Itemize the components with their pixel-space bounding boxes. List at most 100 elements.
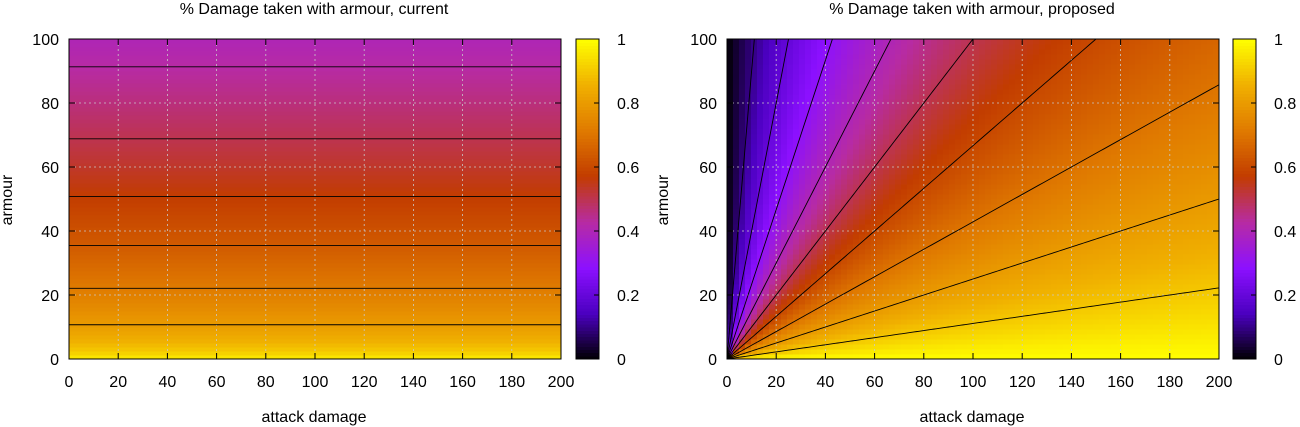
heatmap-cell xyxy=(835,324,842,330)
heatmap-cell xyxy=(1129,119,1136,125)
heatmap-cell xyxy=(1087,349,1094,355)
heatmap-cell xyxy=(991,49,998,55)
heatmap-cell xyxy=(763,199,770,205)
heatmap-cell xyxy=(961,304,968,310)
heatmap-cell xyxy=(1147,209,1154,215)
heatmap-cell xyxy=(1009,329,1016,335)
heatmap-cell xyxy=(769,189,776,195)
heatmap-cell xyxy=(733,74,740,80)
heatmap-cell xyxy=(1087,239,1094,245)
heatmap-cell xyxy=(805,339,812,345)
heatmap-cell xyxy=(1111,319,1118,325)
heatmap-cell xyxy=(811,259,818,265)
heatmap-cell xyxy=(931,164,938,170)
heatmap-cell xyxy=(1027,329,1034,335)
heatmap-cell xyxy=(1123,309,1130,315)
heatmap-cell xyxy=(907,269,914,275)
heatmap-cell xyxy=(925,319,932,325)
heatmap-cell xyxy=(889,294,896,300)
heatmap-cell xyxy=(1105,209,1112,215)
heatmap-cell xyxy=(1111,89,1118,95)
heatmap-cell xyxy=(973,89,980,95)
heatmap-cell xyxy=(985,349,992,355)
heatmap-cell xyxy=(805,59,812,65)
heatmap-cell xyxy=(1093,324,1100,330)
heatmap-cell xyxy=(895,269,902,275)
heatmap-cell xyxy=(895,59,902,65)
heatmap-cell xyxy=(739,324,746,330)
heatmap-cell xyxy=(973,169,980,175)
heatmap-cell xyxy=(985,149,992,155)
heatmap-cell xyxy=(985,59,992,65)
heatmap-cell xyxy=(1117,259,1124,265)
heatmap-cell xyxy=(931,114,938,120)
heatmap-cell xyxy=(1033,289,1040,295)
heatmap-cell xyxy=(1015,149,1022,155)
heatmap-cell xyxy=(835,79,842,85)
heatmap-cell xyxy=(847,79,854,85)
heatmap-cell xyxy=(769,304,776,310)
heatmap-cell xyxy=(787,234,794,240)
heatmap-cell xyxy=(1159,264,1166,270)
heatmap-cell xyxy=(763,269,770,275)
heatmap-cell xyxy=(1051,299,1058,305)
heatmap-cell xyxy=(1135,204,1142,210)
heatmap-cell xyxy=(973,129,980,135)
heatmap-cell xyxy=(1045,324,1052,330)
heatmap-cell xyxy=(865,324,872,330)
heatmap-cell xyxy=(1093,209,1100,215)
heatmap-cell xyxy=(1057,244,1064,250)
heatmap-cell xyxy=(739,194,746,200)
heatmap-cell xyxy=(1015,54,1022,60)
heatmap-cell xyxy=(793,339,800,345)
heatmap-cell xyxy=(961,39,968,45)
heatmap-cell xyxy=(1015,264,1022,270)
heatmap-cell xyxy=(1039,299,1046,305)
heatmap-cell xyxy=(1153,309,1160,315)
heatmap-cell xyxy=(853,154,860,160)
heatmap-cell xyxy=(1009,59,1016,65)
heatmap-cell xyxy=(1105,139,1112,145)
heatmap-cell xyxy=(1159,169,1166,175)
heatmap-cell xyxy=(69,155,561,160)
heatmap-cell xyxy=(1039,184,1046,190)
heatmap-cell xyxy=(865,174,872,180)
heatmap-cell xyxy=(841,289,848,295)
heatmap-cell xyxy=(1147,169,1154,175)
heatmap-cell xyxy=(799,329,806,335)
heatmap-cell xyxy=(1087,59,1094,65)
heatmap-cell xyxy=(1063,94,1070,100)
heatmap-cell xyxy=(1015,324,1022,330)
heatmap-cell xyxy=(781,74,788,80)
heatmap-cell xyxy=(1099,309,1106,315)
heatmap-cell xyxy=(1153,54,1160,60)
heatmap-cell xyxy=(1069,179,1076,185)
heatmap-cell xyxy=(1063,49,1070,55)
heatmap-cell xyxy=(739,204,746,210)
heatmap-cell xyxy=(1003,209,1010,215)
heatmap-cell xyxy=(955,199,962,205)
heatmap-cell xyxy=(775,254,782,260)
heatmap-cell xyxy=(949,154,956,160)
heatmap-cell xyxy=(889,189,896,195)
heatmap-cell xyxy=(1051,89,1058,95)
heatmap-cell xyxy=(1039,149,1046,155)
heatmap-cell xyxy=(931,294,938,300)
heatmap-cell xyxy=(823,94,830,100)
heatmap-cell xyxy=(1153,344,1160,350)
heatmap-cell xyxy=(1009,314,1016,320)
heatmap-cell xyxy=(727,224,734,230)
heatmap-cell xyxy=(883,129,890,135)
heatmap-cell xyxy=(787,109,794,115)
heatmap-cell xyxy=(1123,234,1130,240)
heatmap-cell xyxy=(913,84,920,90)
heatmap-cell xyxy=(1003,234,1010,240)
heatmap-cell xyxy=(787,179,794,185)
heatmap-cell xyxy=(1153,139,1160,145)
heatmap-cell xyxy=(811,184,818,190)
heatmap-cell xyxy=(937,74,944,80)
heatmap-cell xyxy=(793,149,800,155)
heatmap-cell xyxy=(745,229,752,235)
heatmap-cell xyxy=(1063,169,1070,175)
heatmap-cell xyxy=(985,319,992,325)
